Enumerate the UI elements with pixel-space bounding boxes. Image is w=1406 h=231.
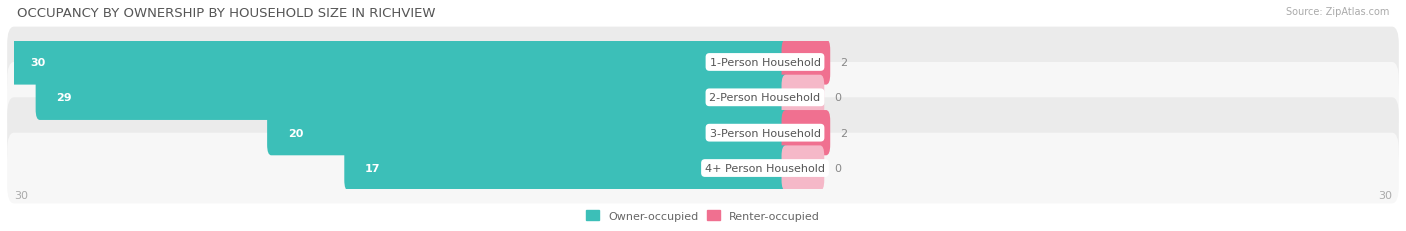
Text: 0: 0 bbox=[834, 93, 841, 103]
FancyBboxPatch shape bbox=[7, 27, 1399, 98]
Text: OCCUPANCY BY OWNERSHIP BY HOUSEHOLD SIZE IN RICHVIEW: OCCUPANCY BY OWNERSHIP BY HOUSEHOLD SIZE… bbox=[17, 7, 436, 20]
FancyBboxPatch shape bbox=[782, 75, 824, 120]
Text: 1-Person Household: 1-Person Household bbox=[710, 58, 821, 68]
FancyBboxPatch shape bbox=[7, 98, 1399, 168]
Text: 30: 30 bbox=[14, 190, 28, 200]
Text: 2: 2 bbox=[839, 128, 846, 138]
Text: 20: 20 bbox=[288, 128, 304, 138]
FancyBboxPatch shape bbox=[782, 146, 824, 191]
FancyBboxPatch shape bbox=[10, 40, 790, 85]
Text: 3-Person Household: 3-Person Household bbox=[710, 128, 821, 138]
FancyBboxPatch shape bbox=[35, 75, 790, 120]
Text: 2-Person Household: 2-Person Household bbox=[710, 93, 821, 103]
Text: 29: 29 bbox=[56, 93, 72, 103]
Text: Source: ZipAtlas.com: Source: ZipAtlas.com bbox=[1285, 7, 1389, 17]
FancyBboxPatch shape bbox=[782, 111, 830, 156]
Text: 30: 30 bbox=[31, 58, 46, 68]
FancyBboxPatch shape bbox=[7, 133, 1399, 204]
Legend: Owner-occupied, Renter-occupied: Owner-occupied, Renter-occupied bbox=[581, 206, 825, 225]
FancyBboxPatch shape bbox=[344, 146, 790, 191]
FancyBboxPatch shape bbox=[7, 63, 1399, 133]
Text: 17: 17 bbox=[366, 163, 381, 173]
FancyBboxPatch shape bbox=[782, 40, 830, 85]
Text: 4+ Person Household: 4+ Person Household bbox=[704, 163, 825, 173]
FancyBboxPatch shape bbox=[267, 111, 790, 156]
Text: 2: 2 bbox=[839, 58, 846, 68]
Text: 0: 0 bbox=[834, 163, 841, 173]
Text: 30: 30 bbox=[1378, 190, 1392, 200]
